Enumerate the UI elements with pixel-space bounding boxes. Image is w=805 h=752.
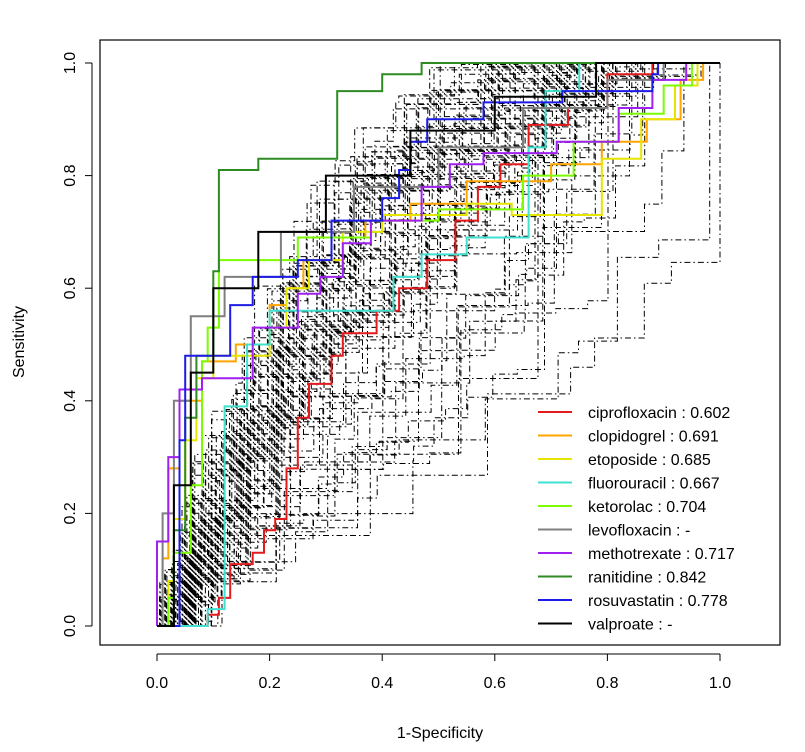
y-tick-label: 0.0 — [62, 615, 79, 637]
background-roc-curve — [157, 62, 720, 627]
background-roc-curve — [157, 62, 720, 627]
series-layer — [156, 62, 720, 627]
roc-curve-ciprofloxacin — [157, 62, 720, 627]
background-roc-curve — [157, 62, 720, 627]
x-tick-label: 0.4 — [371, 675, 393, 692]
x-tick-label: 1.0 — [709, 675, 731, 692]
legend-label-ciprofloxacin: ciprofloxacin : 0.602 — [588, 405, 730, 422]
background-roc-curves — [157, 62, 721, 627]
background-roc-curve — [157, 62, 720, 627]
background-roc-curve — [157, 62, 720, 627]
y-tick-label: 0.6 — [62, 277, 79, 299]
background-roc-curve — [157, 62, 720, 627]
roc-curve-valproate — [157, 62, 720, 627]
background-roc-curve — [157, 62, 720, 627]
background-roc-curve — [157, 62, 720, 627]
y-tick-label: 1.0 — [62, 52, 79, 74]
background-roc-curve — [157, 62, 720, 627]
y-tick-label: 0.8 — [62, 164, 79, 186]
x-axis-title: 1-Specificity — [397, 725, 483, 742]
background-roc-curve — [157, 62, 720, 627]
legend-label-ranitidine: ranitidine : 0.842 — [588, 570, 706, 587]
background-roc-curve — [157, 62, 720, 627]
background-roc-curve — [157, 62, 720, 627]
background-roc-curve — [157, 62, 720, 627]
x-tick-label: 0.2 — [258, 675, 280, 692]
legend-label-methotrexate: methotrexate : 0.717 — [588, 546, 735, 563]
background-roc-curve — [157, 62, 720, 627]
background-roc-curve — [157, 62, 720, 627]
background-roc-curve — [157, 63, 721, 627]
roc-curve-methotrexate — [156, 62, 720, 626]
background-roc-curve — [157, 62, 720, 627]
roc-curve-fluorouracil — [157, 62, 720, 627]
background-roc-curve — [157, 62, 720, 627]
x-tick-label: 0.8 — [596, 675, 618, 692]
background-roc-curve — [157, 62, 720, 627]
background-roc-curve — [157, 62, 720, 627]
roc-curve-ketorolac — [157, 62, 720, 627]
x-tick-label: 0.0 — [146, 675, 168, 692]
y-axis-title: Sensitivity — [11, 306, 28, 378]
background-roc-curve — [157, 62, 720, 627]
x-axis: 0.0 0.2 0.4 0.6 0.8 1.0 — [146, 653, 731, 692]
y-tick-label: 0.2 — [62, 502, 79, 524]
background-roc-curve — [157, 62, 720, 627]
legend-label-ketorolac: ketorolac : 0.704 — [588, 499, 706, 516]
legend: ciprofloxacin : 0.602 clopidogrel : 0.691… — [538, 405, 735, 634]
plot-frame — [99, 39, 781, 646]
legend-label-fluorouracil: fluorouracil : 0.667 — [588, 476, 720, 493]
background-roc-curve — [157, 62, 720, 627]
background-roc-curve — [157, 62, 720, 627]
legend-label-rosuvastatin: rosuvastatin : 0.778 — [588, 593, 728, 610]
legend-label-valproate: valproate : - — [588, 617, 672, 634]
roc-curve-rosuvastatin — [157, 62, 720, 627]
roc-curve-ranitidine — [157, 62, 720, 627]
background-roc-curve — [157, 62, 720, 627]
legend-label-clopidogrel: clopidogrel : 0.691 — [588, 429, 719, 446]
y-tick-label: 0.4 — [62, 390, 79, 412]
background-roc-curve — [157, 62, 720, 627]
legend-label-levofloxacin: levofloxacin : - — [588, 523, 690, 540]
legend-label-etoposide: etoposide : 0.685 — [588, 452, 711, 469]
y-axis: 0.0 0.2 0.4 0.6 0.8 1.0 — [62, 52, 93, 637]
x-tick-label: 0.6 — [484, 675, 506, 692]
background-roc-curve — [157, 62, 720, 627]
background-roc-curve — [157, 62, 720, 627]
